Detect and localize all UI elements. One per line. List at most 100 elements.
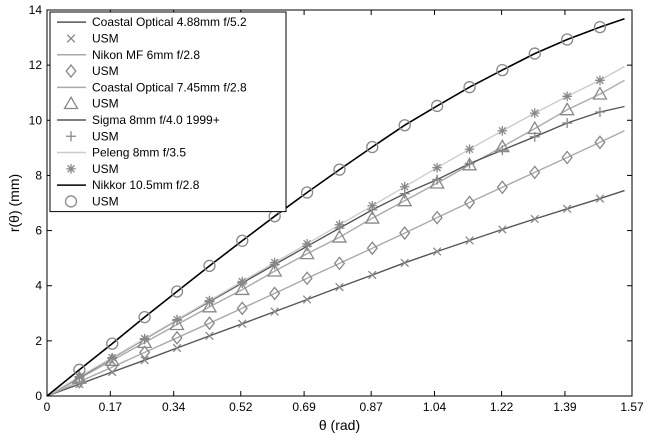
data-point-diamond (594, 135, 606, 150)
data-point-circle (561, 33, 574, 46)
legend-label: Nikon MF 6mm f/2.8 (92, 48, 200, 62)
data-point-plus (594, 107, 605, 118)
x-tick-label: 1.22 (490, 400, 514, 414)
data-point-triangle (169, 316, 185, 331)
legend-label: USM (92, 64, 119, 78)
x-tick-label: 0.69 (292, 400, 316, 414)
data-point-triangle (104, 352, 120, 366)
data-point-circle (366, 140, 379, 154)
data-point-circle (236, 234, 249, 247)
data-point-diamond (399, 226, 411, 241)
data-point-triangle (559, 101, 575, 116)
markers-layer (71, 20, 608, 389)
legend-marker-swatch (66, 164, 76, 174)
data-point-diamond (366, 241, 378, 256)
legend-marker-swatch (66, 34, 76, 43)
data-point-triangle (429, 175, 445, 189)
data-point-triangle (234, 281, 250, 296)
x-tick-label: 1.57 (620, 400, 644, 414)
legend-label: USM (92, 97, 119, 111)
x-tick-label: 0.87 (359, 400, 383, 414)
data-point-circle (170, 285, 184, 298)
data-point-x (562, 204, 572, 214)
data-point-asterisk (107, 352, 118, 363)
data-point-circle (398, 119, 411, 132)
legend-label: Coastal Optical 4.88mm f/5.2 (92, 15, 247, 29)
legend-label: USM (92, 31, 119, 45)
data-point-triangle (201, 299, 218, 313)
x-tick-label: 0.34 (162, 400, 186, 414)
y-tick-label: 14 (29, 3, 43, 17)
legend-label: USM (92, 129, 119, 143)
data-point-triangle (267, 263, 283, 277)
data-point-asterisk (334, 219, 345, 230)
y-tick-label: 0 (35, 389, 42, 403)
data-point-diamond (269, 286, 281, 301)
data-point-triangle (364, 210, 380, 224)
data-point-diamond (529, 165, 541, 180)
x-tick-label: 0 (44, 400, 51, 414)
data-point-circle (300, 186, 314, 199)
y-tick-label: 2 (35, 334, 42, 348)
data-point-x (498, 225, 507, 234)
data-point-asterisk (237, 276, 248, 287)
data-point-asterisk (399, 181, 410, 192)
data-point-diamond (203, 316, 216, 331)
data-point-asterisk (432, 162, 442, 173)
data-point-asterisk (302, 239, 312, 249)
data-point-asterisk (497, 125, 508, 136)
data-point-circle (528, 47, 541, 60)
legend: Coastal Optical 4.88mm f/5.2 USM Nikon MF … (49, 11, 287, 213)
data-point-x (465, 236, 474, 245)
data-point-triangle (331, 229, 348, 243)
data-point-triangle (592, 86, 608, 100)
data-point-asterisk (172, 314, 182, 325)
series-line (46, 18, 625, 397)
data-point-x (140, 355, 149, 365)
data-point-x (75, 379, 84, 389)
legend-label: Coastal Optical 7.45mm f/2.8 (92, 80, 247, 94)
x-tick-label: 1.39 (553, 400, 577, 414)
data-point-asterisk (562, 91, 572, 102)
data-point-diamond (463, 195, 476, 210)
data-point-diamond (431, 210, 443, 225)
data-point-diamond (301, 271, 313, 286)
y-tick-label: 8 (35, 168, 42, 182)
data-point-x (302, 295, 312, 304)
data-point-diamond (236, 301, 248, 316)
y-tick-label: 10 (29, 113, 43, 127)
data-point-plus (432, 174, 443, 185)
data-point-circle (138, 310, 151, 324)
data-point-asterisk (139, 333, 150, 344)
data-point-asterisk (269, 257, 280, 268)
data-point-circle (593, 20, 607, 34)
data-point-circle (106, 337, 119, 350)
y-tick-label: 6 (35, 224, 42, 238)
axis-ticks: 0 0.17 0.34 0.52 0.69 0.87 1.04 1.22 1.39 1.57 0 2 4… (29, 3, 644, 414)
legend-entries: Coastal Optical 4.88mm f/5.2 USM Nikon MF … (57, 15, 247, 208)
x-tick-label: 0.52 (229, 400, 253, 414)
data-point-asterisk (74, 371, 85, 382)
data-point-x (530, 214, 540, 224)
data-point-plus (464, 158, 475, 169)
data-point-circle (333, 163, 346, 176)
legend-box (49, 11, 287, 213)
legend-marker-swatch (63, 95, 79, 110)
legend-marker-swatch (66, 131, 76, 142)
data-point-circle (496, 63, 509, 77)
data-point-asterisk (367, 200, 378, 211)
y-tick-label: 12 (29, 58, 43, 72)
data-point-x (432, 247, 442, 256)
data-point-diamond (333, 256, 346, 271)
data-point-asterisk (204, 295, 215, 306)
data-point-triangle (299, 245, 315, 260)
legend-label: USM (92, 162, 119, 176)
data-point-plus (562, 118, 573, 129)
x-tick-label: 1.04 (423, 400, 447, 414)
legend-label: Sigma 8mm f/4.0 1999+ (92, 113, 220, 127)
legend-label: USM (92, 194, 119, 208)
legend-label: Nikkor 10.5mm f/2.8 (92, 178, 200, 192)
data-point-x (335, 282, 344, 292)
data-point-x (270, 307, 279, 316)
